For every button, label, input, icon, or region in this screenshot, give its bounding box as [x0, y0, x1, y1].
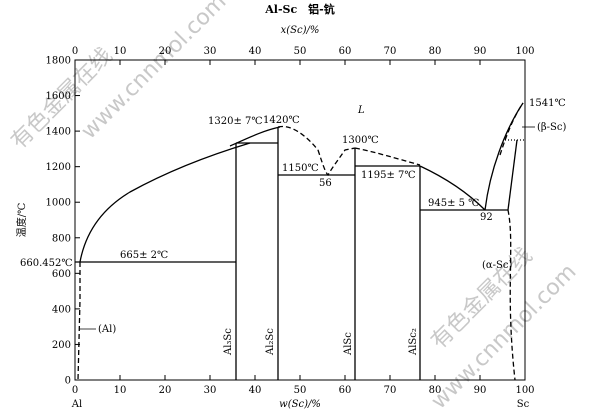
x-tick-label-top: 30 — [204, 46, 217, 57]
x-tick-label-bottom: 80 — [429, 385, 442, 396]
x-tick-label-bottom: 70 — [384, 385, 397, 396]
watermark: 有色金属在线 www.cnnmol.com 有色金属在线 www.cnnmol.… — [7, 0, 582, 412]
liquidus-alsc-alsc2 — [354, 147, 421, 166]
x-tick-label-top: 70 — [384, 46, 397, 57]
x-tick-label-bottom: 20 — [159, 385, 172, 396]
y-tick-label: 0 — [65, 376, 71, 387]
x-tick-label-bottom: 50 — [294, 385, 307, 396]
eutectic-945-comp: 92 — [480, 212, 493, 223]
al2sc-max-dashed — [277, 125, 319, 151]
peritectic-1195-label: 1195± 7℃ — [361, 170, 416, 181]
x-tick-label-top: 20 — [159, 46, 172, 57]
y-tick-label: 1000 — [46, 198, 71, 209]
alpha-sc-label: (α-Sc) — [482, 260, 512, 271]
top-axis-label: x(Sc)/% — [281, 25, 320, 36]
x-tick-label-top: 40 — [249, 46, 262, 57]
x-axis-ticks-top: 0 10 20 30 40 50 60 70 80 90 100 — [72, 46, 535, 65]
alsc2-label: AlSc₂ — [408, 328, 419, 356]
sc-melt-label: 1541℃ — [529, 98, 566, 109]
x-tick-label-bottom: 100 — [515, 385, 534, 396]
bottom-axis-label: w(Sc)/% — [279, 399, 321, 410]
element-sc-label: Sc — [517, 399, 530, 410]
phase-boundaries — [75, 102, 525, 381]
y-axis-ticks: 0 200 400 600 800 1000 1200 1400 1600 1800 — [46, 56, 80, 387]
x-axis-ticks-bottom: 0 10 20 30 40 50 60 70 80 90 100 — [72, 375, 535, 396]
x-tick-label-top: 60 — [339, 46, 352, 57]
beta-sc-label: (β-Sc) — [537, 122, 567, 133]
al-melt-label: 660.452℃ — [20, 258, 73, 269]
x-tick-label-bottom: 10 — [114, 385, 127, 396]
x-tick-label-bottom: 40 — [249, 385, 262, 396]
liquidus-sc-side — [484, 102, 524, 211]
eutectic-1150-label: 1150℃ — [282, 163, 319, 174]
y-axis-label: 温度/℃ — [15, 203, 28, 238]
y-tick-label: 200 — [52, 340, 71, 351]
x-tick-label-top: 0 — [72, 46, 78, 57]
x-tick-label-top: 50 — [294, 46, 307, 57]
x-tick-label-top: 90 — [474, 46, 487, 57]
liquidus-sc-side-dashed — [499, 102, 524, 156]
alsc-melt-label: 1300℃ — [342, 135, 379, 146]
y-tick-label: 1800 — [46, 56, 71, 67]
al-phase-label: (Al) — [98, 324, 116, 335]
x-tick-label-bottom: 0 — [72, 385, 78, 396]
alpha-sc-solvus — [507, 209, 516, 381]
liquidus-1150-dip — [317, 147, 356, 177]
x-tick-label-top: 80 — [429, 46, 442, 57]
al-solvus — [77, 262, 81, 381]
liquidus-to-al2sc — [229, 126, 281, 147]
beta-sc-boundary — [507, 139, 518, 211]
alsc-label: AlSc — [343, 332, 354, 356]
y-tick-label: 800 — [52, 233, 71, 244]
al2sc-label: Al₂Sc — [265, 328, 276, 356]
al3sc-label: Al₃Sc — [223, 328, 234, 356]
eutectic-665-label: 665± 2℃ — [120, 250, 168, 261]
x-tick-label-top: 100 — [515, 46, 534, 57]
x-tick-label-top: 10 — [114, 46, 127, 57]
liquidus-al-side — [79, 142, 251, 263]
x-tick-label-bottom: 30 — [204, 385, 217, 396]
y-tick-label: 600 — [52, 269, 71, 280]
liquidus-to-945 — [419, 165, 486, 211]
eutectic-945-label: 945± 5 ℃ — [428, 198, 479, 209]
diagram-title: Al-Sc 铝-钪 — [264, 2, 335, 16]
y-tick-label: 1200 — [46, 162, 71, 173]
y-tick-label: 1600 — [46, 91, 71, 102]
peritectic-1320-label: 1320± 7℃ — [208, 116, 263, 127]
liquid-label: L — [357, 105, 365, 116]
x-tick-label-bottom: 60 — [339, 385, 352, 396]
y-tick-label: 400 — [52, 304, 71, 315]
element-al-label: Al — [71, 399, 82, 410]
al2sc-melt-label: 1420℃ — [263, 115, 300, 126]
x-tick-label-bottom: 90 — [474, 385, 487, 396]
eutectic-1150-comp: 56 — [319, 178, 332, 189]
y-tick-label: 1400 — [46, 127, 71, 138]
